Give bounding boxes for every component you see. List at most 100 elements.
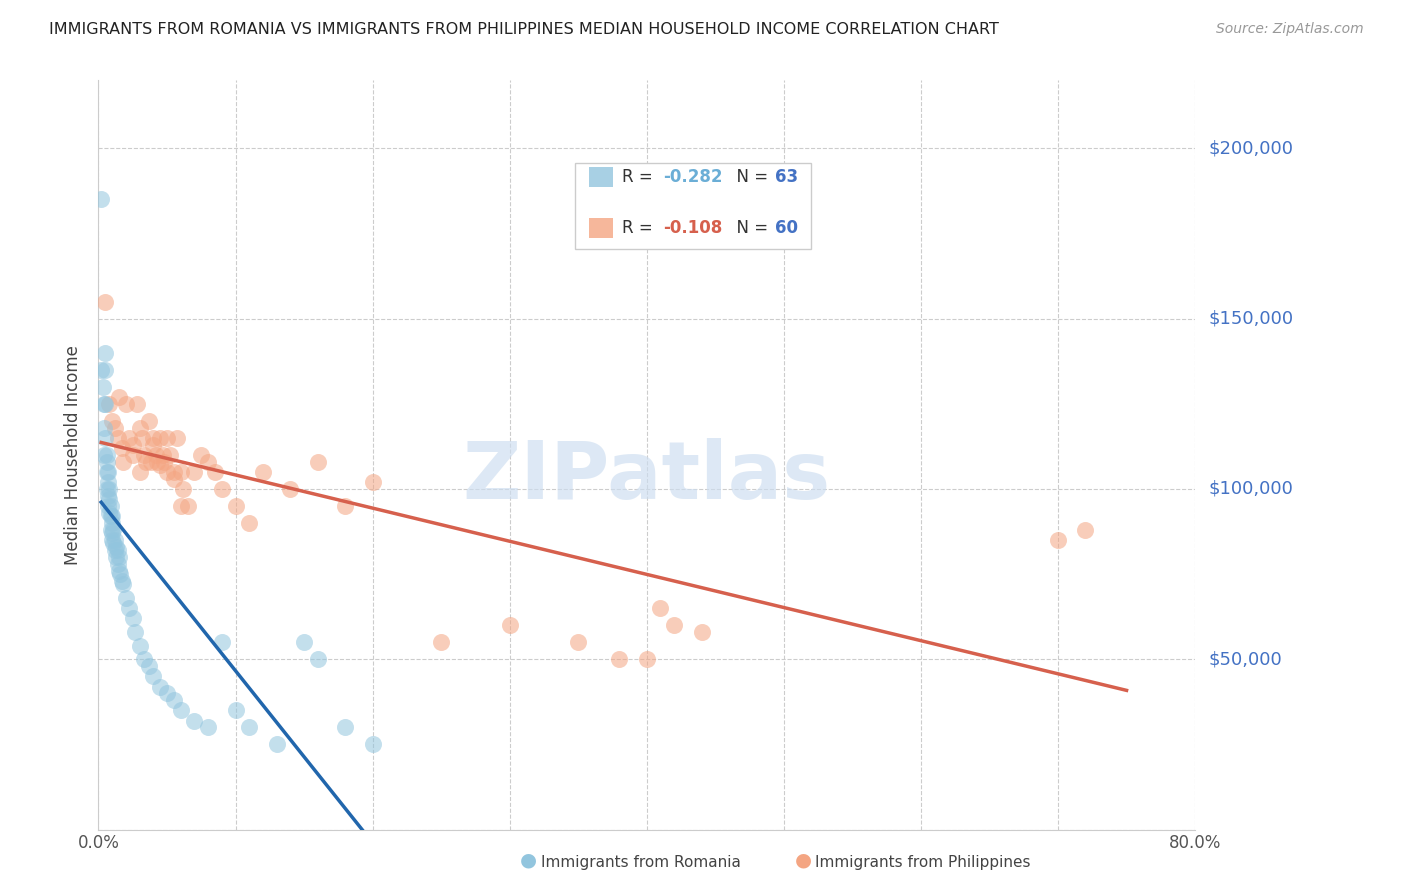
- Text: ZIPatlas: ZIPatlas: [463, 438, 831, 516]
- Point: [430, 635, 453, 649]
- Point: [153, 455, 176, 469]
- Text: R =: R =: [621, 219, 658, 236]
- Point: [142, 431, 165, 445]
- Point: [100, 509, 122, 524]
- Point: [104, 420, 127, 434]
- Point: [690, 625, 713, 640]
- Point: [108, 564, 131, 578]
- Point: [335, 720, 357, 734]
- Y-axis label: Median Household Income: Median Household Income: [65, 345, 83, 565]
- Point: [142, 669, 165, 683]
- Bar: [589, 168, 613, 187]
- Point: [93, 397, 115, 411]
- Point: [170, 703, 193, 717]
- Point: [361, 738, 384, 752]
- Point: [125, 397, 148, 411]
- Point: [98, 482, 121, 496]
- Point: [152, 448, 174, 462]
- Text: 63: 63: [775, 169, 799, 186]
- Point: [163, 472, 186, 486]
- Point: [131, 431, 153, 445]
- Point: [107, 543, 129, 558]
- Point: [101, 516, 124, 530]
- Point: [238, 720, 260, 734]
- Point: [107, 557, 129, 571]
- Point: [183, 714, 205, 728]
- Point: [121, 448, 143, 462]
- Point: [108, 550, 131, 565]
- Point: [112, 455, 135, 469]
- Point: [211, 482, 233, 496]
- Point: [110, 567, 132, 582]
- Point: [307, 455, 329, 469]
- Point: [252, 465, 274, 479]
- Point: [163, 693, 186, 707]
- Point: [101, 526, 124, 541]
- Point: [145, 448, 167, 462]
- Point: [225, 499, 247, 513]
- Text: -0.282: -0.282: [664, 169, 723, 186]
- Point: [101, 414, 124, 428]
- Text: 60: 60: [775, 219, 799, 236]
- Point: [132, 652, 155, 666]
- Point: [104, 533, 127, 547]
- Point: [115, 397, 138, 411]
- Point: [142, 438, 165, 452]
- Point: [117, 601, 139, 615]
- Point: [96, 482, 118, 496]
- Point: [361, 475, 384, 490]
- Point: [121, 438, 143, 452]
- Point: [149, 431, 172, 445]
- Point: [197, 455, 219, 469]
- Point: [105, 540, 128, 554]
- Point: [280, 482, 302, 496]
- Point: [159, 448, 181, 462]
- Point: [170, 499, 193, 513]
- Point: [103, 523, 125, 537]
- Point: [211, 635, 233, 649]
- Text: $50,000: $50,000: [1209, 650, 1282, 668]
- Point: [238, 516, 260, 530]
- Point: [156, 686, 179, 700]
- Text: N =: N =: [725, 169, 773, 186]
- Point: [138, 414, 160, 428]
- Bar: [589, 218, 613, 237]
- Point: [225, 703, 247, 717]
- Point: [156, 431, 179, 445]
- Point: [100, 523, 122, 537]
- Point: [98, 397, 121, 411]
- Point: [117, 431, 139, 445]
- Point: [105, 550, 128, 565]
- Point: [172, 482, 194, 496]
- Point: [111, 441, 134, 455]
- Point: [94, 294, 117, 309]
- Point: [94, 431, 117, 445]
- Point: [499, 618, 522, 632]
- Point: [104, 543, 127, 558]
- Point: [91, 380, 114, 394]
- Point: [121, 611, 143, 625]
- Point: [112, 577, 135, 591]
- Text: Source: ZipAtlas.com: Source: ZipAtlas.com: [1216, 22, 1364, 37]
- Point: [1074, 523, 1097, 537]
- Point: [96, 465, 118, 479]
- Point: [100, 499, 122, 513]
- Point: [335, 499, 357, 513]
- FancyBboxPatch shape: [575, 162, 811, 249]
- Text: Immigrants from Romania: Immigrants from Romania: [541, 855, 741, 870]
- Point: [97, 489, 120, 503]
- Point: [197, 720, 219, 734]
- Point: [307, 652, 329, 666]
- Point: [97, 499, 120, 513]
- Point: [609, 652, 631, 666]
- Text: $150,000: $150,000: [1209, 310, 1294, 327]
- Point: [97, 465, 120, 479]
- Point: [149, 458, 172, 472]
- Point: [101, 509, 124, 524]
- Point: [183, 465, 205, 479]
- Point: [96, 448, 118, 462]
- Point: [94, 345, 117, 359]
- Point: [107, 431, 129, 445]
- Point: [135, 455, 157, 469]
- Point: [101, 533, 124, 547]
